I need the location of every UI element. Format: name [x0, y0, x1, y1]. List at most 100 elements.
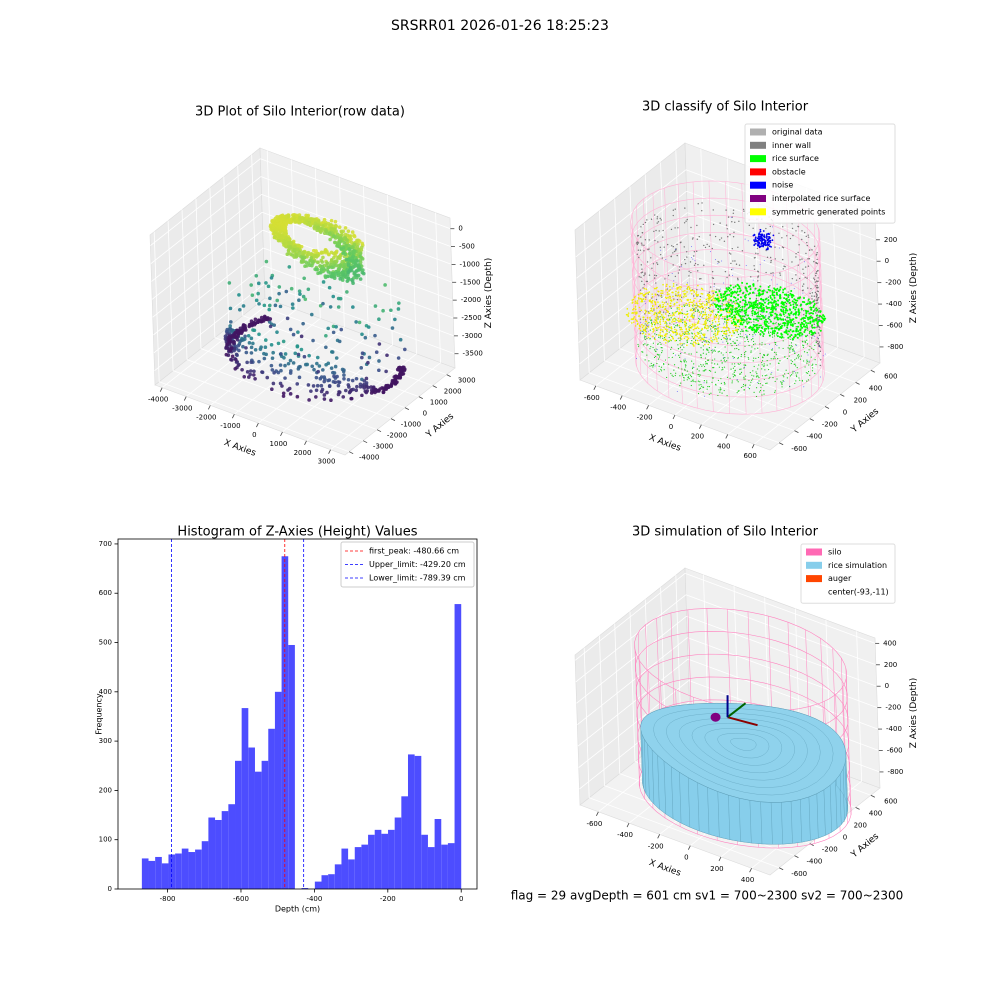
decor-point	[705, 336, 707, 338]
decor-point	[709, 234, 711, 236]
decor-point	[774, 258, 776, 260]
decor-point	[734, 363, 736, 365]
decor-point	[691, 360, 693, 362]
decor-point	[731, 382, 733, 384]
decor-point	[644, 319, 647, 321]
decor-point	[774, 390, 776, 392]
decor-point	[730, 312, 733, 315]
decor-point	[272, 323, 277, 327]
decor-point	[654, 326, 657, 329]
decor-point	[326, 326, 331, 331]
decor-point	[769, 343, 771, 345]
decor-point	[310, 364, 315, 369]
decor-point	[807, 329, 809, 331]
decor-point	[766, 320, 769, 323]
decor-point	[719, 387, 721, 389]
decor-point	[682, 322, 684, 324]
decor-point	[760, 386, 762, 389]
tick-mark	[809, 418, 814, 421]
decor-point	[722, 299, 725, 302]
decor-point	[750, 276, 752, 278]
decor-point	[660, 370, 663, 372]
decor-point	[764, 329, 767, 332]
decor-point	[634, 302, 637, 304]
decor-point	[732, 318, 735, 321]
decor-point	[721, 369, 723, 371]
decor-point	[634, 308, 637, 311]
decor-point	[697, 333, 699, 335]
decor-point	[660, 316, 662, 318]
decor-point	[711, 247, 713, 250]
decor-point	[715, 314, 718, 317]
decor-point	[634, 325, 637, 327]
decor-point	[757, 253, 759, 255]
decor-point	[816, 298, 819, 300]
y-tick-label: -400	[806, 433, 822, 441]
decor-point	[724, 316, 726, 318]
decor-point	[759, 324, 762, 327]
decor-point	[809, 292, 811, 295]
decor-point	[792, 318, 795, 321]
decor-point	[686, 370, 688, 372]
decor-point	[719, 314, 722, 317]
decor-point	[330, 271, 335, 276]
decor-point	[640, 276, 642, 278]
decor-point	[732, 376, 735, 378]
decor-point	[762, 315, 765, 318]
decor-point	[754, 287, 757, 290]
decor-point	[721, 367, 723, 369]
decor-point	[743, 210, 745, 212]
decor-point	[662, 319, 664, 321]
decor-point	[653, 287, 656, 290]
decor-point	[797, 297, 800, 300]
decor-point	[359, 366, 364, 370]
decor-point	[684, 352, 686, 354]
decor-point	[820, 315, 823, 318]
decor-point	[710, 392, 712, 394]
decor-point	[356, 264, 361, 269]
x-tick-label: -1000	[220, 422, 240, 430]
legend-label: original data	[772, 128, 823, 137]
decor-point	[657, 326, 660, 329]
decor-point	[771, 304, 774, 307]
decor-point	[657, 318, 659, 320]
decor-point	[744, 356, 746, 358]
decor-point	[742, 292, 745, 295]
grid-line	[686, 190, 877, 262]
grid-line	[261, 194, 452, 265]
decor-point	[692, 366, 694, 368]
decor-point	[647, 326, 650, 328]
decor-point	[718, 323, 721, 325]
decor-point	[818, 326, 820, 328]
decor-point	[729, 337, 731, 339]
decor-point	[713, 333, 715, 335]
decor-point	[805, 235, 807, 238]
decor-point	[806, 334, 809, 337]
decor-point	[644, 239, 647, 241]
decor-point	[722, 334, 724, 337]
decor-point	[777, 294, 779, 296]
decor-point	[738, 363, 740, 366]
decor-point	[698, 343, 700, 345]
decor-point	[723, 389, 725, 392]
decor-point	[762, 243, 765, 246]
decor-point	[711, 326, 714, 329]
decor-point	[740, 371, 743, 373]
decor-point	[291, 361, 296, 365]
decor-point	[342, 376, 346, 381]
decor-point	[641, 271, 644, 273]
decor-point	[742, 321, 745, 324]
decor-point	[790, 320, 793, 323]
decor-point	[669, 297, 671, 299]
decor-point	[675, 321, 677, 323]
decor-point	[707, 340, 710, 343]
decor-point	[627, 315, 630, 318]
decor-point	[749, 325, 752, 328]
decor-point	[700, 383, 702, 386]
decor-point	[641, 332, 644, 335]
decor-point	[821, 321, 824, 324]
decor-point	[663, 363, 665, 366]
decor-point	[757, 331, 760, 333]
y-tick-label: 0	[843, 834, 847, 842]
decor-point	[816, 299, 819, 302]
